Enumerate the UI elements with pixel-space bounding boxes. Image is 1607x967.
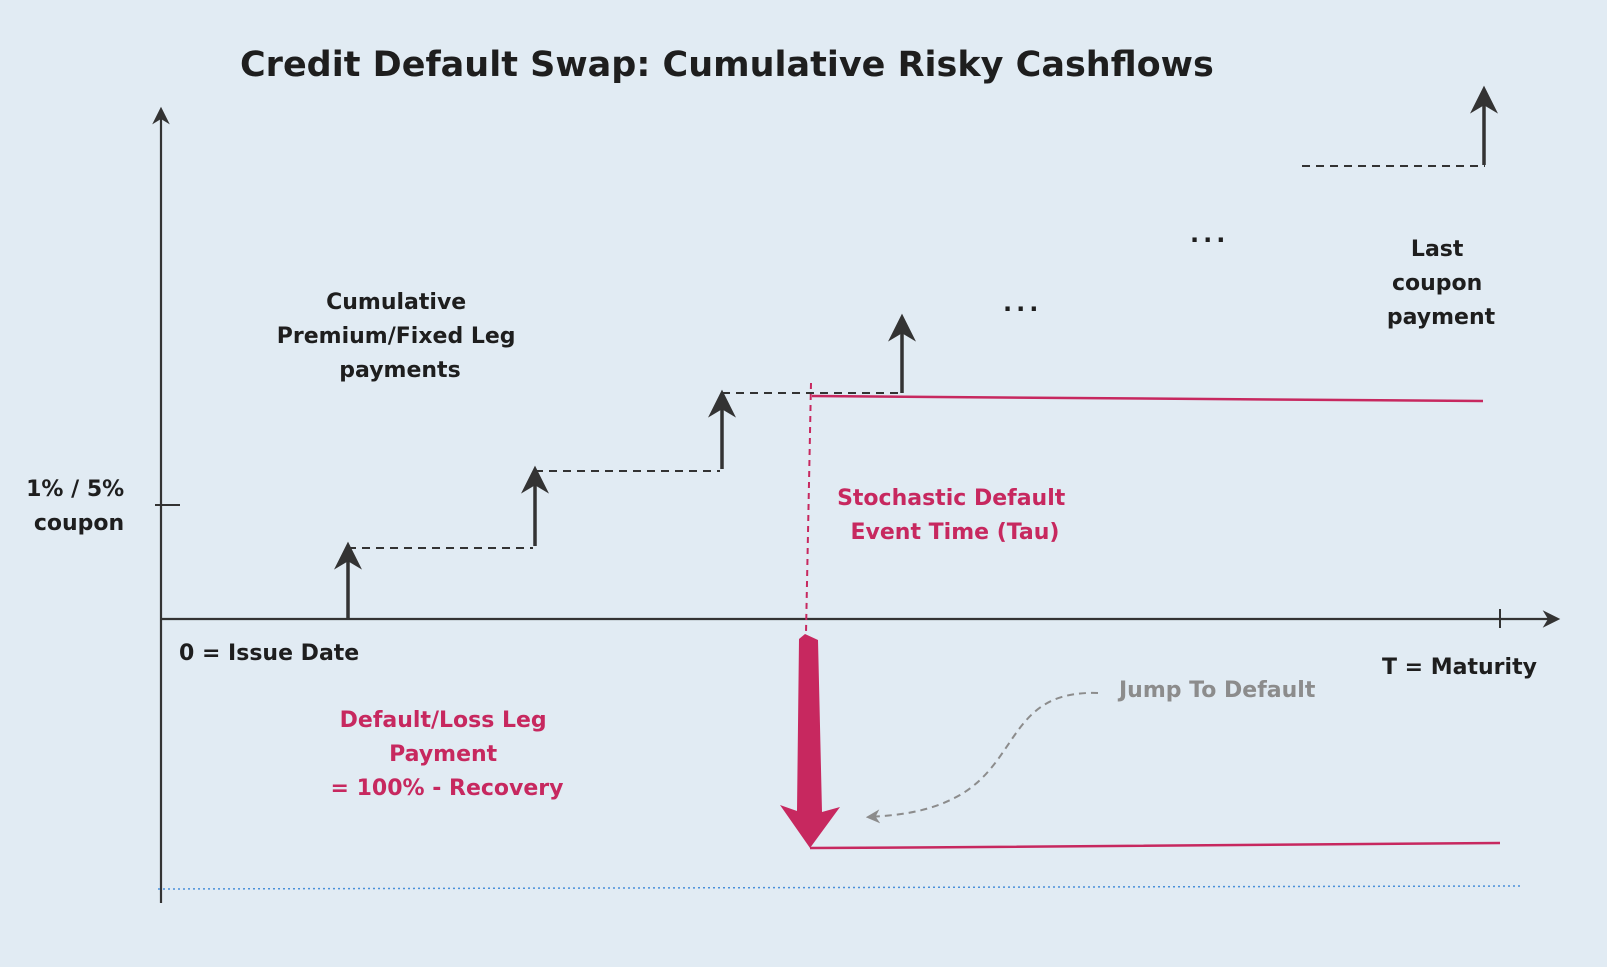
coupon-payment-arrows — [334, 85, 1498, 619]
stochastic-default-label: Stochastic Default Event Time (Tau) — [837, 486, 1073, 545]
ellipsis-upper: ... — [1190, 220, 1229, 248]
default-leg-label: Default/Loss Leg Payment = 100% - Recove… — [331, 708, 564, 801]
bottom-baseline — [157, 885, 1523, 890]
post-default-premium-line — [811, 394, 1484, 403]
default-leg-line — [809, 841, 1501, 850]
default-payment-arrow — [780, 634, 840, 848]
jump-to-default-label: Jump To Default — [1117, 678, 1316, 703]
diagram-title: Credit Default Swap: Cumulative Risky Ca… — [240, 45, 1214, 85]
maturity-label: T = Maturity — [1382, 655, 1537, 680]
jump-to-default-pointer — [865, 691, 1099, 824]
default-time-marker — [805, 382, 812, 634]
issue-date-label: 0 = Issue Date — [179, 641, 359, 666]
last-coupon-label: Last coupon payment — [1387, 237, 1496, 330]
premium-leg-label: Cumulative Premium/Fixed Leg payments — [277, 290, 523, 383]
coupon-axis-label: 1% / 5% coupon — [26, 477, 132, 536]
premium-step-lines — [348, 165, 1485, 549]
ellipsis-middle: ... — [1003, 289, 1042, 317]
